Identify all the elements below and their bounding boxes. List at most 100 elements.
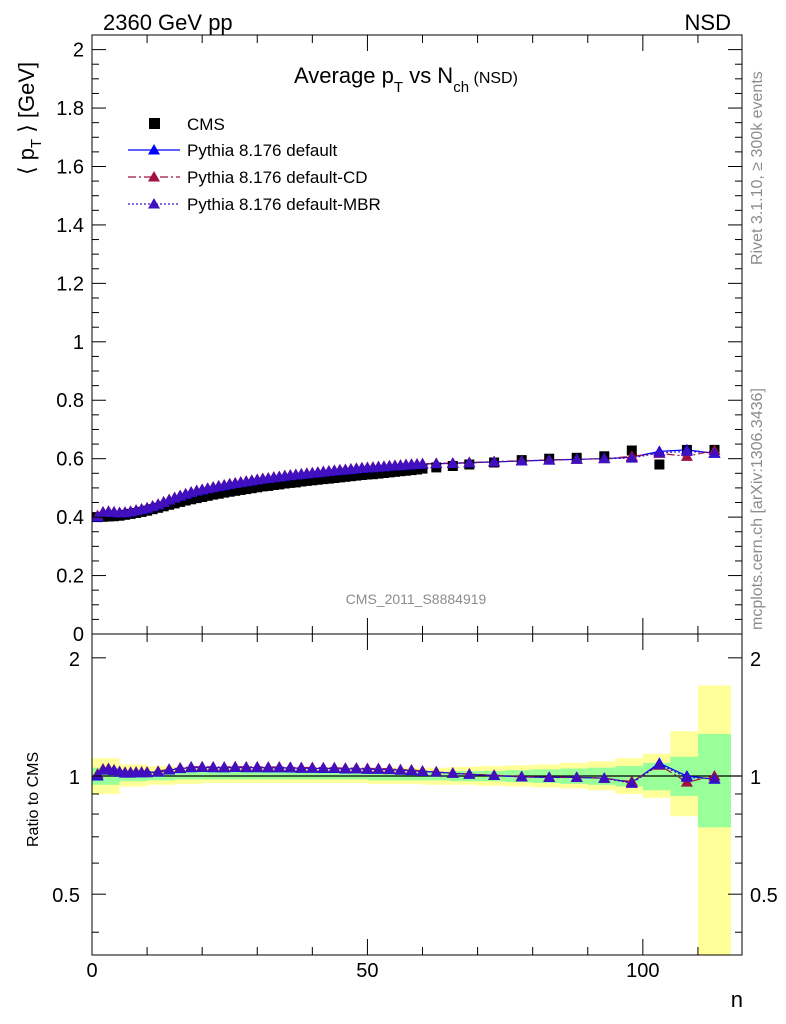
y-axis-label: ⟨ pT ⟩ [GeV] bbox=[14, 62, 45, 175]
cms-point bbox=[301, 475, 312, 486]
cms-point bbox=[186, 494, 197, 505]
mc-point bbox=[515, 455, 528, 466]
ratio-point bbox=[488, 769, 501, 780]
ratio-point bbox=[185, 761, 198, 772]
legend-marker bbox=[148, 171, 160, 182]
ratio-point bbox=[273, 761, 286, 773]
ratio-point bbox=[306, 762, 319, 773]
rivet-annotation: Rivet 3.1.10, ≥ 300k events bbox=[749, 71, 766, 265]
y-tick-label: 0.8 bbox=[56, 390, 84, 412]
ratio-point bbox=[339, 762, 352, 774]
legend-marker bbox=[148, 144, 160, 155]
cms-point bbox=[307, 475, 318, 486]
cms-point bbox=[257, 481, 268, 492]
cms-point bbox=[208, 489, 219, 500]
ratio-point bbox=[708, 772, 721, 784]
main-panel: 0 0.2 0.4 0.6 0.8 1 1.2 1.4 1.6 1.8 2 bbox=[56, 34, 743, 646]
ratio-point bbox=[152, 765, 165, 777]
cms-point bbox=[290, 477, 301, 488]
ratio-point bbox=[229, 761, 242, 772]
cms-point bbox=[362, 469, 373, 480]
cms-point bbox=[356, 470, 367, 480]
x-tick-label: 50 bbox=[356, 960, 378, 982]
cms-point bbox=[406, 465, 417, 476]
main-y-tick-labels: 0 0.2 0.4 0.6 0.8 1 1.2 1.4 1.6 1.8 2 bbox=[56, 40, 84, 646]
plot-title: Average pT vs Nch (NSD) bbox=[294, 63, 518, 96]
legend-label: Pythia 8.176 default-CD bbox=[187, 168, 368, 187]
cms-point bbox=[241, 484, 252, 495]
legend-marker bbox=[148, 198, 160, 209]
cms-point bbox=[378, 468, 389, 478]
ratio-point bbox=[372, 762, 385, 774]
process-label: NSD bbox=[685, 10, 731, 35]
ratio-point bbox=[515, 770, 528, 782]
mc-point bbox=[446, 457, 459, 468]
cms-point bbox=[340, 471, 351, 482]
title-tail: (NSD) bbox=[469, 70, 518, 87]
ratio-y-tick-label-right: 1 bbox=[750, 767, 761, 789]
y-tick-label: 1.2 bbox=[56, 273, 84, 295]
ratio-ticks bbox=[91, 634, 742, 955]
ratio-point bbox=[598, 772, 611, 783]
ratio-point bbox=[91, 769, 104, 780]
mc-point bbox=[463, 456, 476, 468]
mc-point bbox=[708, 446, 721, 458]
y-tick-label: 0 bbox=[73, 624, 84, 646]
mc-point bbox=[625, 452, 638, 463]
ratio-point bbox=[543, 771, 556, 782]
ratio-point bbox=[284, 761, 297, 773]
cms-point bbox=[230, 485, 241, 496]
cms-point bbox=[213, 488, 224, 499]
cms-point bbox=[654, 459, 665, 470]
legend-marker-cms bbox=[149, 118, 160, 129]
mc-point bbox=[543, 454, 556, 465]
cms-point bbox=[373, 468, 384, 479]
ratio-y-tick-label-right: 2 bbox=[750, 649, 761, 671]
cms-point bbox=[367, 469, 378, 480]
cms-point bbox=[268, 480, 279, 490]
ratio-point bbox=[416, 765, 429, 776]
legend: CMS Pythia 8.176 default Pythia 8.176 defa… bbox=[128, 115, 381, 214]
energy-label: 2360 GeV pp bbox=[103, 10, 233, 35]
cms-point bbox=[318, 474, 329, 485]
title-main: Average p bbox=[294, 63, 394, 88]
y-tick-label: 0.6 bbox=[56, 449, 84, 471]
mc-point bbox=[91, 510, 104, 522]
main-data-layer bbox=[91, 443, 721, 523]
mc-point bbox=[488, 455, 501, 467]
cms-point bbox=[246, 483, 257, 494]
cms-point bbox=[235, 484, 246, 495]
ratio-panel: 0.5 0.5 1 1 2 2 0 50 100 bbox=[52, 633, 778, 982]
y-tick-label: 0.4 bbox=[56, 507, 84, 529]
cms-point bbox=[279, 478, 290, 489]
ratio-point bbox=[196, 761, 209, 772]
ratio-y-axis-label: Ratio to CMS bbox=[25, 752, 42, 847]
cms-point bbox=[197, 492, 208, 502]
cms-point bbox=[345, 471, 356, 482]
ratio-point bbox=[240, 761, 253, 772]
mc-point bbox=[430, 457, 443, 469]
cms-point bbox=[296, 476, 307, 487]
y-tick-label: 0.2 bbox=[56, 566, 84, 588]
mc-point bbox=[416, 457, 429, 469]
cms-point bbox=[329, 473, 340, 483]
cms-point bbox=[164, 499, 175, 510]
y-tick-label: 1.6 bbox=[56, 157, 84, 179]
cms-point bbox=[334, 472, 345, 483]
cms-point bbox=[312, 474, 323, 485]
legend-label: Pythia 8.176 default bbox=[187, 141, 338, 160]
cms-point bbox=[390, 466, 400, 477]
title-sub-nch: ch bbox=[453, 79, 469, 96]
ratio-point bbox=[218, 761, 231, 773]
ratio-y-tick-label: 2 bbox=[69, 649, 80, 671]
cms-point bbox=[224, 486, 235, 497]
mc-point bbox=[570, 453, 583, 464]
ratio-point bbox=[295, 762, 308, 773]
y-tick-label: 1.4 bbox=[56, 215, 84, 237]
cms-point bbox=[263, 480, 274, 491]
ratio-point bbox=[446, 767, 459, 778]
ratio-data-layer bbox=[91, 685, 742, 955]
cms-point bbox=[323, 473, 334, 484]
legend-label: Pythia 8.176 default-MBR bbox=[187, 195, 381, 214]
ratio-point bbox=[680, 771, 693, 782]
